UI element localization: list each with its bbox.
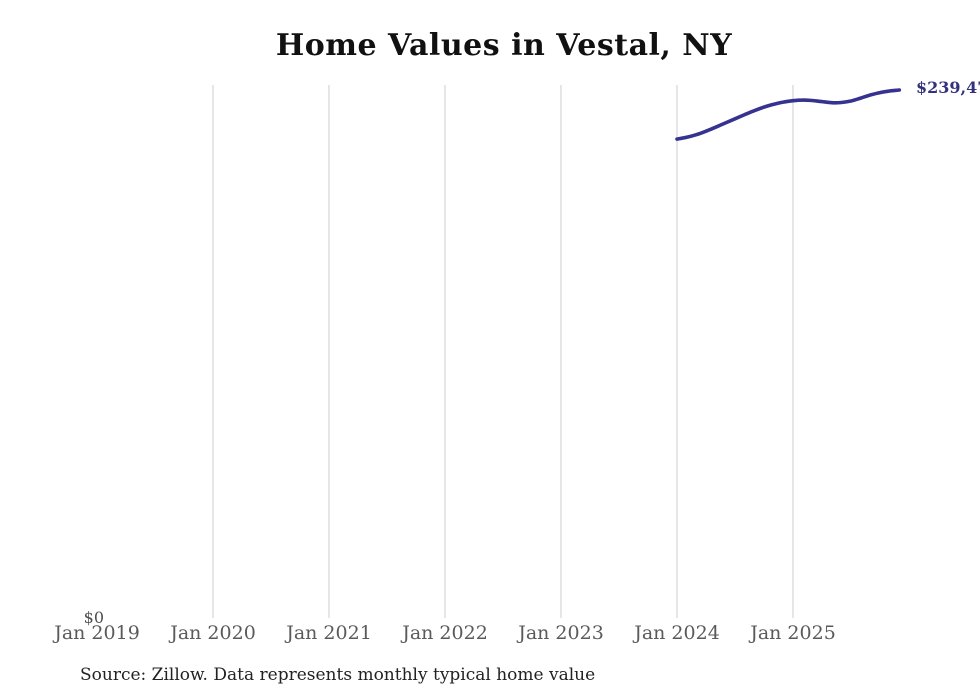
x-tick-label: Jan 2022 (402, 622, 488, 644)
x-tick-label: Jan 2020 (170, 622, 256, 644)
x-tick-label: Jan 2021 (286, 622, 372, 644)
home-value-line (675, 88, 902, 141)
x-tick-label: Jan 2023 (518, 622, 604, 644)
chart-title: Home Values in Vestal, NY (275, 28, 733, 63)
y-axis-zero-label: $0 (83, 608, 104, 627)
latest-value-label: $239,47 (916, 78, 980, 97)
x-tick-label: Jan 2019 (54, 622, 140, 644)
year-gridlines (212, 85, 794, 618)
source-note: Source: Zillow. Data represents monthly … (80, 665, 596, 685)
x-tick-label: Jan 2024 (634, 622, 720, 644)
x-tick-label: Jan 2025 (750, 622, 836, 644)
